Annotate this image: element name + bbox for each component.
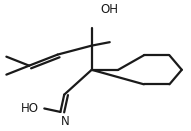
Text: N: N [60, 115, 69, 128]
Text: OH: OH [101, 3, 119, 16]
Text: HO: HO [21, 102, 39, 115]
